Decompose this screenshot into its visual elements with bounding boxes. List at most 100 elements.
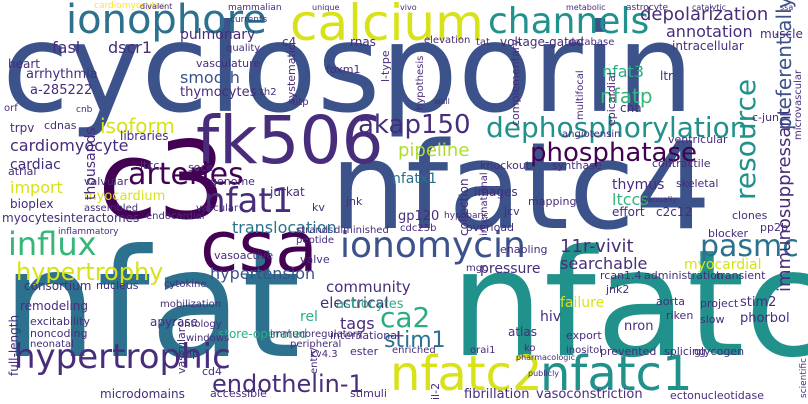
word-collection: collection (457, 178, 471, 236)
word-project: project (700, 297, 739, 310)
word-nfatx1: nfatx1 (392, 171, 438, 187)
word-c3: c3 (98, 119, 227, 244)
word-nfat1: nfat1 (204, 181, 294, 221)
word-hypertrophy: hypertrophy (16, 258, 164, 286)
word-cdnas: cdnas (44, 119, 77, 132)
word-multifocal: multifocal (575, 70, 586, 120)
word-overload: overload (466, 221, 515, 234)
word-arteries: arteries (128, 157, 244, 192)
word-catalytic: catalytic (692, 3, 727, 12)
word-synthase: synthase (552, 159, 602, 172)
word-interactomes: interactomes (60, 211, 140, 225)
word-fk506: fk506 (196, 102, 384, 179)
word-rel: rel (300, 309, 318, 325)
word-ltcc: ltcc (140, 159, 160, 172)
word-thymocytes: thymocytes (180, 85, 257, 100)
word-a-285222: a-285222 (30, 83, 93, 98)
word-pipeline: pipeline (398, 140, 470, 161)
word-inositol: inositol (566, 345, 603, 356)
word-vasculature: vasculature (196, 57, 261, 70)
word-astrocytes: astrocytes (336, 297, 404, 312)
word-nucleus: nucleus (96, 279, 139, 292)
word-complementary: complementary (509, 39, 522, 126)
word-genome: genome (210, 175, 255, 188)
word-immunosuppressant: immunosuppressant (774, 108, 795, 292)
word-pharmacologic: pharmacologic (516, 353, 576, 362)
word-ko: ko (524, 343, 536, 354)
word-ionophore: ionophore (66, 0, 267, 43)
word-glycogen: glycogen (694, 345, 745, 358)
word-ester: ester (350, 345, 379, 358)
word-c4: c4 (282, 35, 297, 49)
word-manually: manually (640, 195, 677, 204)
word-isoform: isoform (100, 114, 175, 138)
word-pulmonary: pulmonary (180, 27, 256, 43)
word-nfatp: nfatp (600, 84, 653, 108)
word-aorta: aorta (656, 295, 686, 308)
word-ssa: ssa (780, 3, 794, 12)
word-hypothesis: hypothesis (415, 55, 426, 110)
word-muscle: muscle (760, 27, 803, 41)
word-phosphatase: phosphatase (530, 138, 698, 168)
word-tat: tat (476, 37, 490, 48)
word-bioplex: bioplex (10, 197, 54, 211)
word-divalent: divalent (140, 2, 173, 11)
word-consortium: consortium (24, 279, 92, 293)
word-diminished: diminished (334, 225, 389, 236)
word-thymus: thymus (612, 177, 665, 193)
word-akap150: akap150 (358, 110, 471, 140)
word-intracellular: intracellular (672, 39, 744, 53)
word-store-operated: store-operated (218, 327, 308, 341)
word-ltr: ltr (660, 69, 673, 83)
word-angiotensin: angiotensin (562, 129, 621, 140)
word-nfatc4: nfatc4 (330, 118, 712, 257)
word-bnp: bnp (178, 347, 199, 360)
word-international-v: international (479, 172, 490, 236)
word-publicly: publicly (528, 369, 560, 378)
word-astrocyte: astrocyte (626, 3, 669, 13)
word-microvascular: microvascular (793, 69, 804, 140)
word-l-type: l-type (379, 50, 392, 82)
word-rcan1-4: rcan1.4 (600, 269, 642, 282)
word-blocker: blocker (708, 227, 749, 240)
word-jnk2: jnk2 (606, 283, 630, 296)
word-ventricular: ventricular (668, 133, 728, 146)
word-pressure: pressure (480, 261, 541, 277)
word-jcv: jcv (504, 205, 520, 218)
word-contractile: contractile (652, 157, 711, 170)
word-metabolic: metabolic (566, 3, 606, 12)
word-microdomains: microdomains (100, 387, 185, 401)
word-entry: entry (309, 347, 320, 374)
word-vascular-v: vascular (175, 327, 188, 374)
word-myocardial: myocardial (684, 257, 762, 273)
word-stimuli: stimuli (350, 387, 387, 400)
word-jnk: jnk (346, 195, 363, 208)
word-immunoregulatory: immunoregulatory (270, 329, 363, 340)
word-cytokine: cytokine (164, 279, 207, 290)
word-jurkat: jurkat (270, 185, 305, 199)
word-dscr1: dscr1 (108, 38, 153, 57)
word-images: images (474, 185, 518, 199)
word-ectonucleotidase: ectonucleotidase (670, 389, 764, 402)
word-international: international (330, 329, 401, 342)
word-utp: utp (292, 97, 309, 108)
word-cardiomyocyte: cardiomyocyte (10, 136, 129, 155)
word-windows: windows (186, 333, 230, 344)
word-searchable: searchable (560, 254, 648, 273)
word-tags: tags (340, 314, 375, 333)
word-cd4: cd4 (202, 365, 223, 378)
word-nfatc: nfatc (450, 218, 808, 390)
word-clones: clones (732, 209, 768, 222)
word-il-2: il-2 (429, 382, 442, 400)
word-cnb: cnb (76, 105, 93, 115)
word-nron: nron (624, 319, 654, 334)
word-nfat3: nfat3 (602, 62, 645, 81)
word-ca2: ca2 (380, 301, 431, 334)
word-cardiomyocytes: cardiomyocytes (94, 1, 166, 11)
word-arrhythmia: arrhythmia (26, 67, 98, 82)
word-resource: resource (729, 78, 762, 200)
word-endothelin-1: endothelin-1 (212, 370, 364, 398)
word-ltccs: ltccs (612, 190, 649, 209)
word-cardiac: cardiac (10, 157, 61, 173)
